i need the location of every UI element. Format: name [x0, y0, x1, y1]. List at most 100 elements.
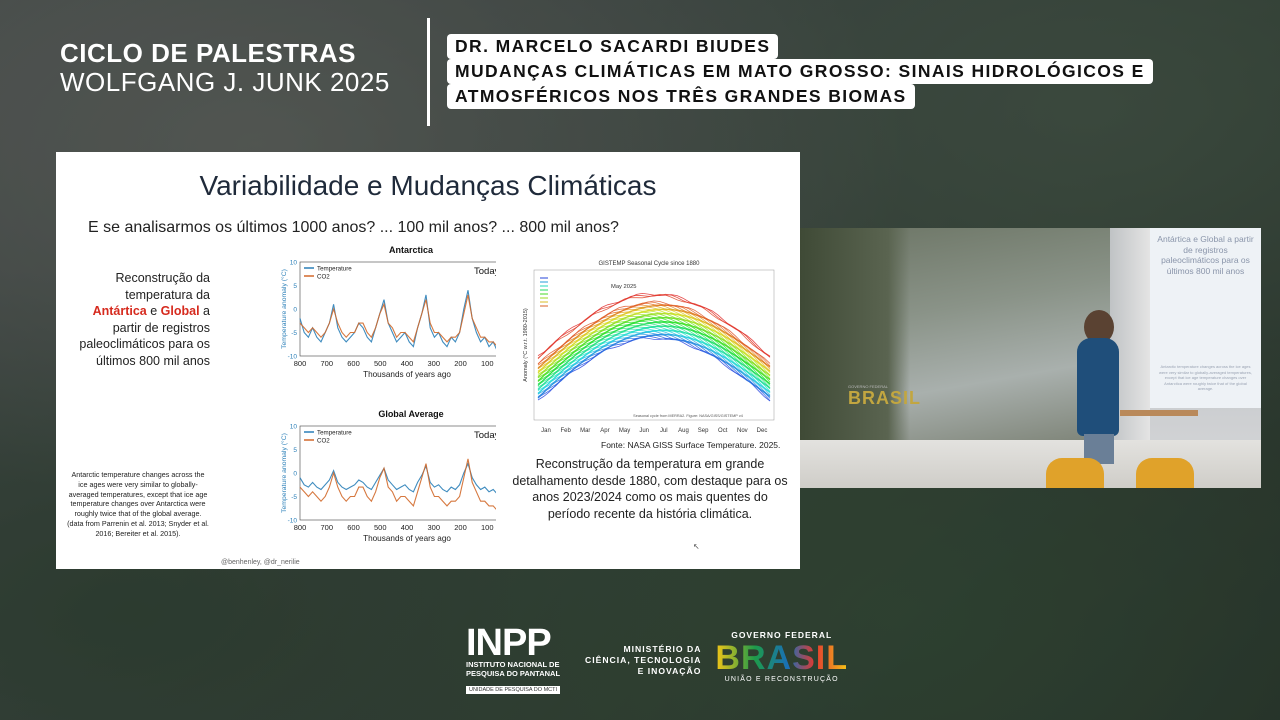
left-red-antarctica: Antártica: [92, 304, 147, 318]
y-tick-label: 0: [293, 471, 297, 478]
year-line: [537, 315, 771, 381]
x-tick-label: 200: [454, 523, 467, 532]
small-note: Antarctic temperature changes across the…: [67, 470, 209, 538]
ministry-line1: MINISTÉRIO DA: [623, 644, 702, 654]
inpp-logo: INPP INSTITUTO NACIONAL DE PESQUISA DO P…: [466, 622, 573, 696]
x-tick-label: 600: [347, 359, 360, 368]
projected-small-text: Antarctic temperature changes across the…: [1159, 364, 1252, 391]
x-axis-label: Thousands of years ago: [363, 370, 451, 379]
today-annotation: Today: [474, 266, 496, 277]
gov-top: GOVERNO FEDERAL: [731, 630, 833, 640]
x-axis-label: Thousands of years ago: [363, 534, 451, 543]
talk-info: DR. MARCELO SACARDI BIUDES MUDANÇAS CLIM…: [447, 34, 1153, 109]
x-tick-label: 100: [481, 359, 494, 368]
y-tick-label: 5: [293, 283, 297, 290]
y-axis-label: Anomaly (°C w.r.t. 1980-2015): [523, 308, 529, 382]
gov-brand: BRASIL: [715, 639, 848, 677]
y-tick-label: 10: [290, 260, 298, 267]
x-tick-label: Aug: [678, 428, 689, 434]
year-line: [537, 300, 771, 365]
x-tick-label: 300: [427, 359, 440, 368]
x-tick-label: 400: [401, 523, 414, 532]
lectern: [1120, 410, 1198, 416]
chair-right: [1136, 458, 1194, 488]
antarctica-chart: Antarctica 800 700 600 500 400 300 200 100 0 Thous…: [280, 245, 496, 379]
x-tick-label: May: [619, 428, 630, 434]
year-line: [537, 311, 771, 377]
y-tick-label: -10: [288, 518, 298, 525]
x-tick-label: 500: [374, 359, 387, 368]
x-tick-label: Feb: [560, 428, 571, 434]
global-chart: Global Average8007006005004003002001000T…: [280, 409, 496, 543]
camera-feed: GOVERNO FEDERAL BRASIL Antártica e Globa…: [800, 228, 1261, 488]
inpp-line1: INSTITUTO NACIONAL DE: [466, 660, 560, 669]
y-tick-label: 0: [293, 307, 297, 314]
ministry-line2: CIÊNCIA, TECNOLOGIA: [585, 655, 702, 665]
left-red-global: Global: [160, 304, 200, 318]
series-line-temperature: [299, 462, 496, 494]
year-line: [537, 337, 771, 402]
x-tick-label: Sep: [698, 428, 709, 434]
inpp-tag: UNIDADE DE PESQUISA DO MCTI: [466, 686, 561, 694]
x-tick-label: 800: [294, 523, 307, 532]
x-tick-label: 300: [427, 523, 440, 532]
projected-text: Antártica e Global a partir de registros…: [1157, 234, 1254, 276]
year-line: [537, 320, 771, 385]
plot-frame: [299, 425, 496, 521]
may-annotation: May 2025: [611, 284, 636, 290]
talk-title-line2: ATMOSFÉRICOS NOS TRÊS GRANDES BIOMAS: [447, 84, 915, 109]
year-line: [537, 319, 771, 385]
footer-logos: INPP INSTITUTO NACIONAL DE PESQUISA DO P…: [466, 622, 848, 698]
x-tick-label: 700: [320, 523, 333, 532]
x-tick-label: 100: [481, 523, 494, 532]
year-line: [537, 302, 771, 368]
y-tick-label: 10: [290, 424, 298, 431]
speaker-name: DR. MARCELO SACARDI BIUDES: [447, 34, 779, 59]
series-line-co2: [299, 294, 496, 346]
x-tick-label: Jun: [639, 428, 649, 434]
y-axis-label: Temperature anomaly (°C): [280, 269, 288, 349]
x-tick-label: Apr: [600, 428, 609, 434]
projected-brand-small: GOVERNO FEDERAL: [848, 384, 889, 389]
chart-title: GISTEMP Seasonal Cycle since 1880: [599, 261, 701, 267]
header-divider: [427, 18, 430, 126]
projection-shadow: [800, 228, 910, 440]
chart-credit: @benhenley, @dr_nerilie: [221, 559, 300, 566]
chart-title: Antarctica: [389, 245, 434, 255]
slide-question: E se analisarmos os últimos 1000 anos? .…: [88, 219, 619, 236]
x-tick-label: 400: [401, 359, 414, 368]
ministry-line3: E INOVAÇÃO: [637, 666, 702, 676]
x-tick-label: 800: [294, 359, 307, 368]
y-tick-label: 5: [293, 447, 297, 454]
left-text-3: a partir de registros paleoclimáticos pa…: [79, 304, 210, 368]
chair-left: [1046, 458, 1104, 488]
series-line2: WOLFGANG J. JUNK 2025: [60, 67, 390, 97]
year-line: [537, 333, 771, 398]
inpp-wordmark: INPP: [466, 622, 552, 664]
legend-label-co2: CO2: [317, 274, 330, 281]
legend-label-temperature: Temperature: [317, 266, 352, 273]
x-tick-label: Nov: [737, 428, 748, 434]
x-tick-label: Mar: [580, 428, 590, 434]
series-line-co2: [299, 458, 496, 510]
legend-label-co2: CO2: [317, 438, 330, 445]
mouse-cursor: ↖: [693, 542, 700, 551]
year-line: [537, 328, 771, 394]
year-line: [537, 292, 771, 358]
y-tick-label: -10: [288, 354, 298, 361]
year-line: [537, 329, 771, 395]
talk-title-line1: MUDANÇAS CLIMÁTICAS EM MATO GROSSO: SINA…: [447, 59, 1153, 84]
chart-footnote: Seasonal cycle from MERRA2. Figure: NASA…: [633, 414, 743, 418]
speaker-body: [1077, 338, 1119, 436]
government-logo: GOVERNO FEDERAL BRASIL UNIÃO E RECONSTRU…: [715, 630, 848, 683]
presentation-slide: Variabilidade e Mudanças Climáticas E se…: [56, 152, 800, 569]
ministry-logo: MINISTÉRIO DA CIÊNCIA, TECNOLOGIA E INOV…: [585, 644, 701, 677]
today-annotation: Today: [474, 430, 496, 441]
y-axis-label: Temperature anomaly (°C): [280, 433, 288, 513]
x-tick-label: Dec: [757, 428, 768, 434]
chart-title: Global Average: [378, 409, 443, 419]
gov-bottom: UNIÃO E RECONSTRUÇÃO: [724, 676, 839, 683]
seasonal-cycle-chart: GISTEMP Seasonal Cycle since 1880 Anomaly…: [523, 261, 775, 434]
x-tick-label: Oct: [718, 428, 728, 434]
x-tick-label: 500: [374, 523, 387, 532]
